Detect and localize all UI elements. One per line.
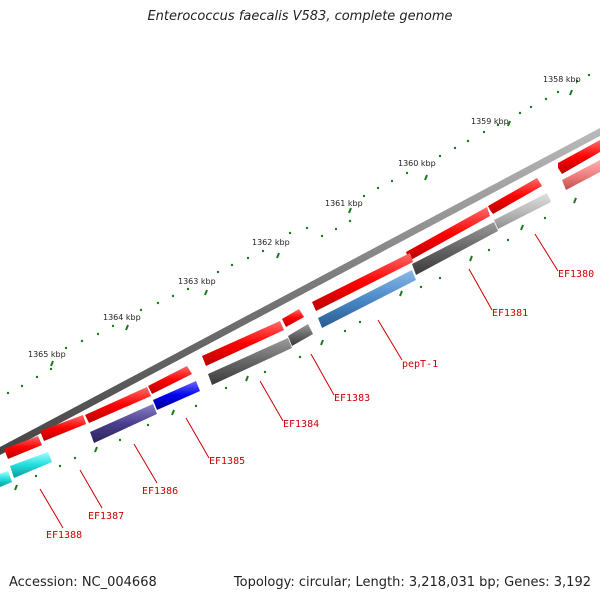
scale-label-1364: 1364 kbp [103,313,141,322]
feature-light-pink [562,160,600,190]
feature-EF1381 [412,222,498,275]
genome-summary-text: Topology: circular; Length: 3,218,031 bp… [233,575,591,590]
genome-backbone [0,128,600,455]
scale-minor-dots [34,216,547,478]
forward-strand-features [4,140,600,459]
feature-forward-6 [202,321,284,366]
scale-major-ticks [50,89,573,367]
feature-forward-10 [4,436,42,459]
feature-forward-4 [312,253,413,311]
leader-EF1384 [259,380,284,422]
feature-EF1386 [90,404,157,443]
scale-label-1361: 1361 kbp [325,199,363,208]
gene-labels: EF1380 EF1381 pepT-1 EF1383 EF1384 EF138… [46,269,594,541]
leader-EF1386 [133,443,158,484]
leader-EF1383 [310,353,335,396]
scale-label-1363: 1363 kbp [178,277,216,286]
leader-EF1385 [185,417,210,459]
feature-pepT-1 [318,270,416,328]
gene-label-EF1387: EF1387 [88,511,124,522]
gene-label-EF1380: EF1380 [558,269,594,280]
gene-label-EF1386: EF1386 [142,486,178,497]
scale-label-1362: 1362 kbp [252,238,290,247]
feature-EF1388 [0,471,12,487]
leader-pepT-1 [377,319,403,361]
feature-forward-9 [40,415,86,441]
scale-label-1359: 1359 kbp [471,117,509,126]
feature-forward-5 [282,309,304,327]
scale-label-1360: 1360 kbp [398,159,436,168]
feature-forward-3 [406,207,490,261]
scale-labels: 1358 kbp 1359 kbp 1360 kbp 1361 kbp 1362… [28,75,581,359]
scale-label-1358: 1358 kbp [543,75,581,84]
gene-label-EF1383: EF1383 [334,393,370,404]
feature-EF1383 [288,324,313,346]
feature-EF1384 [208,338,292,385]
leader-EF1388 [39,488,64,529]
feature-forward-2 [488,178,542,214]
leader-EF1380 [534,233,559,272]
scale-minor-ticks [14,197,577,491]
gene-label-EF1388: EF1388 [46,530,82,541]
feature-forward-7 [148,366,192,394]
leader-EF1381 [468,268,493,311]
gene-label-pepT-1: pepT-1 [402,359,438,370]
gene-label-EF1385: EF1385 [209,456,245,467]
feature-EF1387 [10,452,52,478]
feature-forward-1 [558,140,600,174]
map-title: Enterococcus faecalis V583, complete gen… [147,9,453,24]
scale-dots [6,73,591,395]
reverse-strand-features [0,160,600,487]
leader-EF1387 [79,469,103,509]
gene-label-EF1381: EF1381 [492,308,528,319]
feature-forward-8 [85,387,151,423]
feature-EF1380 [494,193,551,229]
feature-EF1385 [153,381,200,410]
accession-text: Accession: NC_004668 [9,575,157,590]
gene-label-EF1384: EF1384 [283,419,319,430]
label-leader-lines [39,233,559,529]
scale-label-1365: 1365 kbp [28,350,66,359]
